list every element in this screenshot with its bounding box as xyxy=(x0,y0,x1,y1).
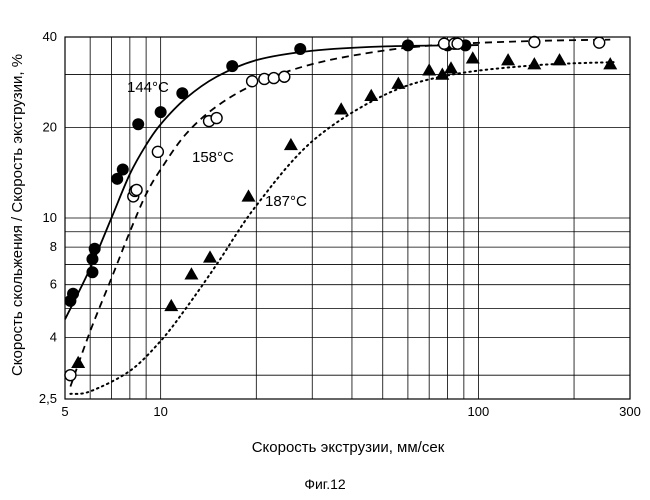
data-point-triangle xyxy=(501,53,516,66)
data-point-triangle xyxy=(241,189,256,202)
data-point-triangle xyxy=(465,51,480,64)
data-point-triangle xyxy=(364,88,379,102)
y-tick-label: 40 xyxy=(43,29,57,44)
y-axis-title: Скорость скольжения / Скорость экструзии… xyxy=(9,54,26,376)
data-point-filled-circle xyxy=(176,87,189,100)
y-tick-labels: 2,5 4 6 8 10 20 40 xyxy=(39,29,57,406)
series-label-144: 144°C xyxy=(127,79,169,96)
series-label-187: 187°C xyxy=(265,193,307,210)
data-point-filled-circle xyxy=(86,266,99,279)
data-point-triangle xyxy=(164,298,179,312)
data-point-filled-circle xyxy=(226,60,239,73)
data-point-triangle xyxy=(334,102,349,115)
y-tick-label: 6 xyxy=(50,277,57,292)
x-tick-label: 10 xyxy=(153,404,167,419)
grid xyxy=(65,37,630,399)
data-point-filled-circle xyxy=(86,253,99,266)
data-point-triangle xyxy=(391,76,406,89)
data-point-open-circle xyxy=(210,111,223,125)
data-point-triangle xyxy=(435,67,450,80)
data-point-open-circle xyxy=(245,75,259,88)
y-tick-label: 8 xyxy=(50,239,57,254)
x-tick-label: 100 xyxy=(468,404,490,419)
data-point-triangle xyxy=(203,250,218,263)
plot-area-frame xyxy=(64,36,631,400)
fit-curves xyxy=(64,38,617,395)
data-point-filled-circle xyxy=(132,118,145,131)
data-point-open-circle xyxy=(451,37,464,50)
fit-curve-solid xyxy=(64,44,479,320)
series-label-158: 158°C xyxy=(192,149,234,166)
x-tick-labels: 5 10 100 300 xyxy=(61,404,640,419)
data-point-filled-circle xyxy=(401,39,414,52)
data-point-filled-circle xyxy=(111,172,124,185)
data-point-filled-circle xyxy=(88,242,101,255)
data-point-open-circle xyxy=(151,145,165,159)
data-point-open-circle xyxy=(130,183,143,197)
data-point-open-circle xyxy=(278,70,291,83)
data-point-open-circle xyxy=(437,37,451,50)
y-tick-label: 2,5 xyxy=(39,391,57,406)
data-point-open-circle xyxy=(528,35,541,49)
x-axis-title: Скорость экструзии, мм/сек xyxy=(252,439,445,456)
data-point-triangle xyxy=(422,63,437,76)
y-tick-label: 4 xyxy=(50,330,57,345)
data-point-triangle xyxy=(71,355,86,369)
figure-caption: Фиг.12 xyxy=(304,476,346,492)
data-point-filled-circle xyxy=(67,287,80,300)
data-point-triangle xyxy=(552,53,567,66)
data-point-filled-circle xyxy=(154,106,167,119)
data-point-triangle xyxy=(603,57,618,70)
data-point-triangle xyxy=(527,57,542,70)
y-tick-label: 20 xyxy=(43,120,57,135)
data-point-triangle xyxy=(444,61,459,74)
data-markers xyxy=(64,35,618,382)
y-tick-label: 10 xyxy=(43,210,57,225)
data-point-open-circle xyxy=(64,368,77,382)
fit-curve-dashed xyxy=(69,38,611,387)
data-point-triangle xyxy=(283,137,298,151)
data-point-filled-circle xyxy=(116,163,129,176)
data-point-open-circle xyxy=(593,36,606,49)
data-point-filled-circle xyxy=(294,42,307,55)
data-point-open-circle xyxy=(267,71,280,85)
x-tick-label: 5 xyxy=(61,404,68,419)
x-tick-label: 300 xyxy=(619,404,641,419)
data-point-triangle xyxy=(184,267,199,280)
